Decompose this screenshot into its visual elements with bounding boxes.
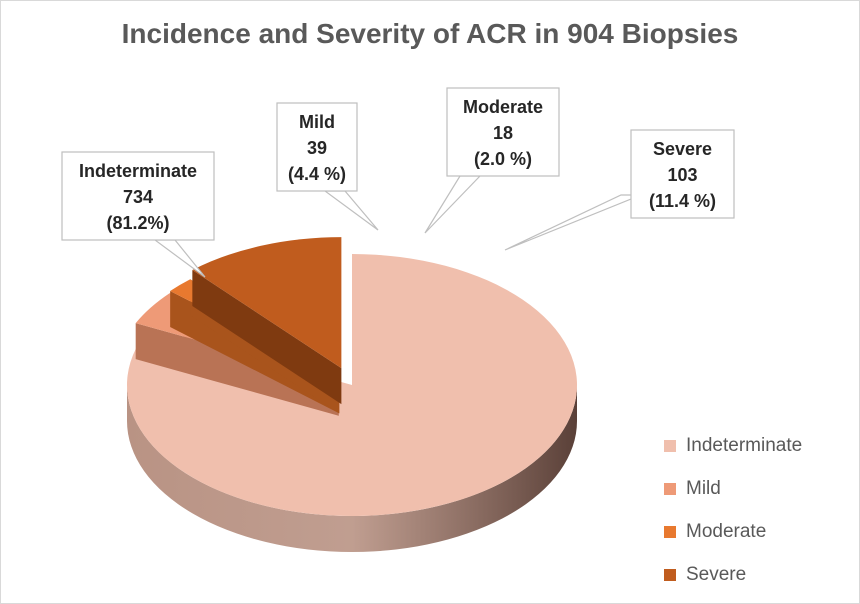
legend-swatch-mild (664, 482, 676, 495)
legend-item-indeterminate: Indeterminate (664, 424, 802, 467)
callout-pointer-indeterminate (153, 239, 206, 278)
callout-box-mild (276, 102, 358, 192)
callout-line-severe-2: (11.4 %) (649, 191, 716, 211)
legend-swatch-severe (664, 568, 676, 581)
callout-line-severe-1: 103 (667, 165, 697, 185)
pie-top-indeterminate (126, 254, 577, 517)
legend-item-severe: Severe (664, 553, 802, 596)
callout-indeterminate: Indeterminate 734 (81.2%) (61, 151, 215, 278)
legend-label-indeterminate: Indeterminate (686, 434, 803, 456)
callout-box-indeterminate (61, 151, 215, 241)
chart-title: Incidence and Severity of ACR in 904 Bio… (121, 18, 739, 49)
callout-line-mild-0: Mild (299, 112, 335, 132)
pie-slice-severe (192, 237, 342, 405)
legend-swatch-indeterminate (664, 439, 676, 452)
chart-legend: Indeterminate Mild Moderate Severe (664, 424, 802, 596)
callout-box-moderate (446, 87, 560, 177)
callout-line-mild-1: 39 (307, 138, 327, 158)
pie-top-severe (192, 237, 342, 369)
callout-line-indeterminate-2: (81.2%) (106, 213, 169, 233)
legend-item-moderate: Moderate (664, 510, 802, 553)
legend-label-mild: Mild (686, 477, 721, 499)
callout-line-indeterminate-1: 734 (123, 187, 153, 207)
callout-line-severe-0: Severe (653, 139, 712, 159)
pie-slice-indeterminate (126, 254, 577, 552)
callout-mild: Mild 39 (4.4 %) (276, 102, 379, 231)
callout-pointer-severe (504, 194, 642, 251)
pie-side-indeterminate (127, 385, 577, 552)
callout-line-mild-2: (4.4 %) (288, 164, 346, 184)
legend-label-severe: Severe (686, 563, 747, 585)
pie-wall-severe-0 (192, 270, 342, 405)
callout-box-severe (630, 129, 735, 219)
callout-severe: Severe 103 (11.4 %) (504, 129, 735, 251)
callout-line-moderate-1: 18 (493, 123, 513, 143)
legend-swatch-moderate (664, 525, 676, 538)
callout-pointer-mild (323, 190, 379, 231)
callout-line-indeterminate-0: Indeterminate (79, 161, 197, 181)
pie-wall-mild-0 (135, 323, 339, 416)
callout-line-moderate-2: (2.0 %) (474, 149, 532, 169)
callout-line-moderate-0: Moderate (463, 97, 543, 117)
callout-moderate: Moderate 18 (2.0 %) (424, 87, 560, 234)
legend-label-moderate: Moderate (686, 520, 767, 542)
legend-item-mild: Mild (664, 467, 802, 510)
callout-pointer-moderate (424, 175, 482, 234)
